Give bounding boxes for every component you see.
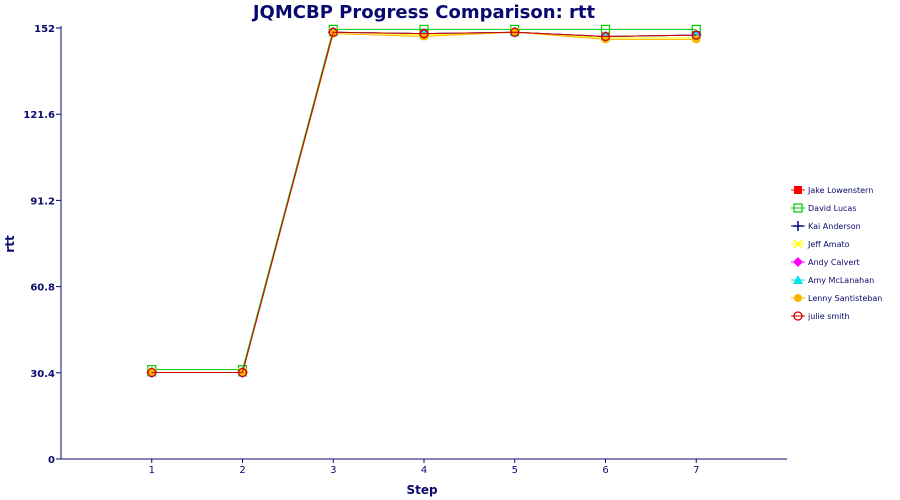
legend-label: Andy Calvert [808,258,860,267]
y-tick-label: 91.2 [30,196,55,207]
series-line [151,31,697,374]
series [147,28,701,377]
x-tick-label: 3 [330,465,336,476]
series [147,24,701,375]
y-tick-label: 121.6 [23,110,55,121]
series-layer [146,24,702,378]
data-point [237,367,248,378]
series [146,27,702,378]
y-tick-label: 152 [34,24,55,35]
series-line [151,31,697,374]
data-point [510,27,520,37]
legend-marker [793,311,803,321]
series [147,28,701,377]
legend-marker [793,203,803,213]
legend-item: julie smith [791,311,850,321]
legend-marker [794,186,802,194]
legend-item: Jake Lowenstern [791,186,873,195]
series-line [151,31,697,374]
data-point [600,31,611,42]
series-line [151,31,697,374]
series [147,27,701,378]
axes: 0 30.4 60.8 91.2 121.6 152 1 2 3 4 5 6 7 [23,24,787,476]
x-tick-label: 5 [512,465,518,476]
legend-label: Jeff Amato [807,240,850,249]
data-point [601,35,610,44]
legend-label: Lenny Santisteban [808,294,882,303]
legend-item: Amy McLanahan [791,275,874,285]
legend-marker [793,257,803,267]
chart-title: JQMCBP Progress Comparison: rtt [251,2,596,23]
x-tick-label: 2 [239,465,245,476]
x-axis-label: Step [406,483,438,497]
series [146,27,702,378]
data-point [420,32,428,41]
legend-marker [793,239,803,249]
legend-marker [793,221,803,231]
legend-item: Andy Calvert [791,257,860,267]
data-point [419,29,429,39]
legend-label: Jake Lowenstern [807,186,873,195]
y-axis-label: rtt [3,235,17,253]
legend-label: Amy McLanahan [808,276,874,285]
x-tick-label: 4 [421,465,427,476]
series-line [151,31,697,374]
x-tick-label: 6 [602,465,608,476]
legend-marker [793,275,803,284]
y-tick-label: 0 [48,455,55,466]
series [147,27,701,378]
series-line [151,28,697,371]
series-line [151,31,697,374]
y-tick-label: 60.8 [30,283,55,294]
y-tick-label: 30.4 [30,369,55,380]
data-point [691,30,701,40]
x-tick-label: 1 [149,465,155,476]
series-line [151,31,697,374]
legend-item: Lenny Santisteban [791,294,882,303]
data-point [147,367,157,378]
legend-label: julie smith [807,312,850,321]
legend: Jake Lowenstern David Lucas Kai Anderson Je… [791,186,882,321]
legend-label: David Lucas [808,204,857,213]
legend-item: Kai Anderson [791,221,861,231]
legend-label: Kai Anderson [808,222,861,231]
legend-marker [794,294,802,302]
data-point [328,27,338,37]
legend-item: Jeff Amato [791,239,850,249]
legend-item: David Lucas [791,203,857,213]
x-tick-label: 7 [693,465,699,476]
series [146,27,702,377]
